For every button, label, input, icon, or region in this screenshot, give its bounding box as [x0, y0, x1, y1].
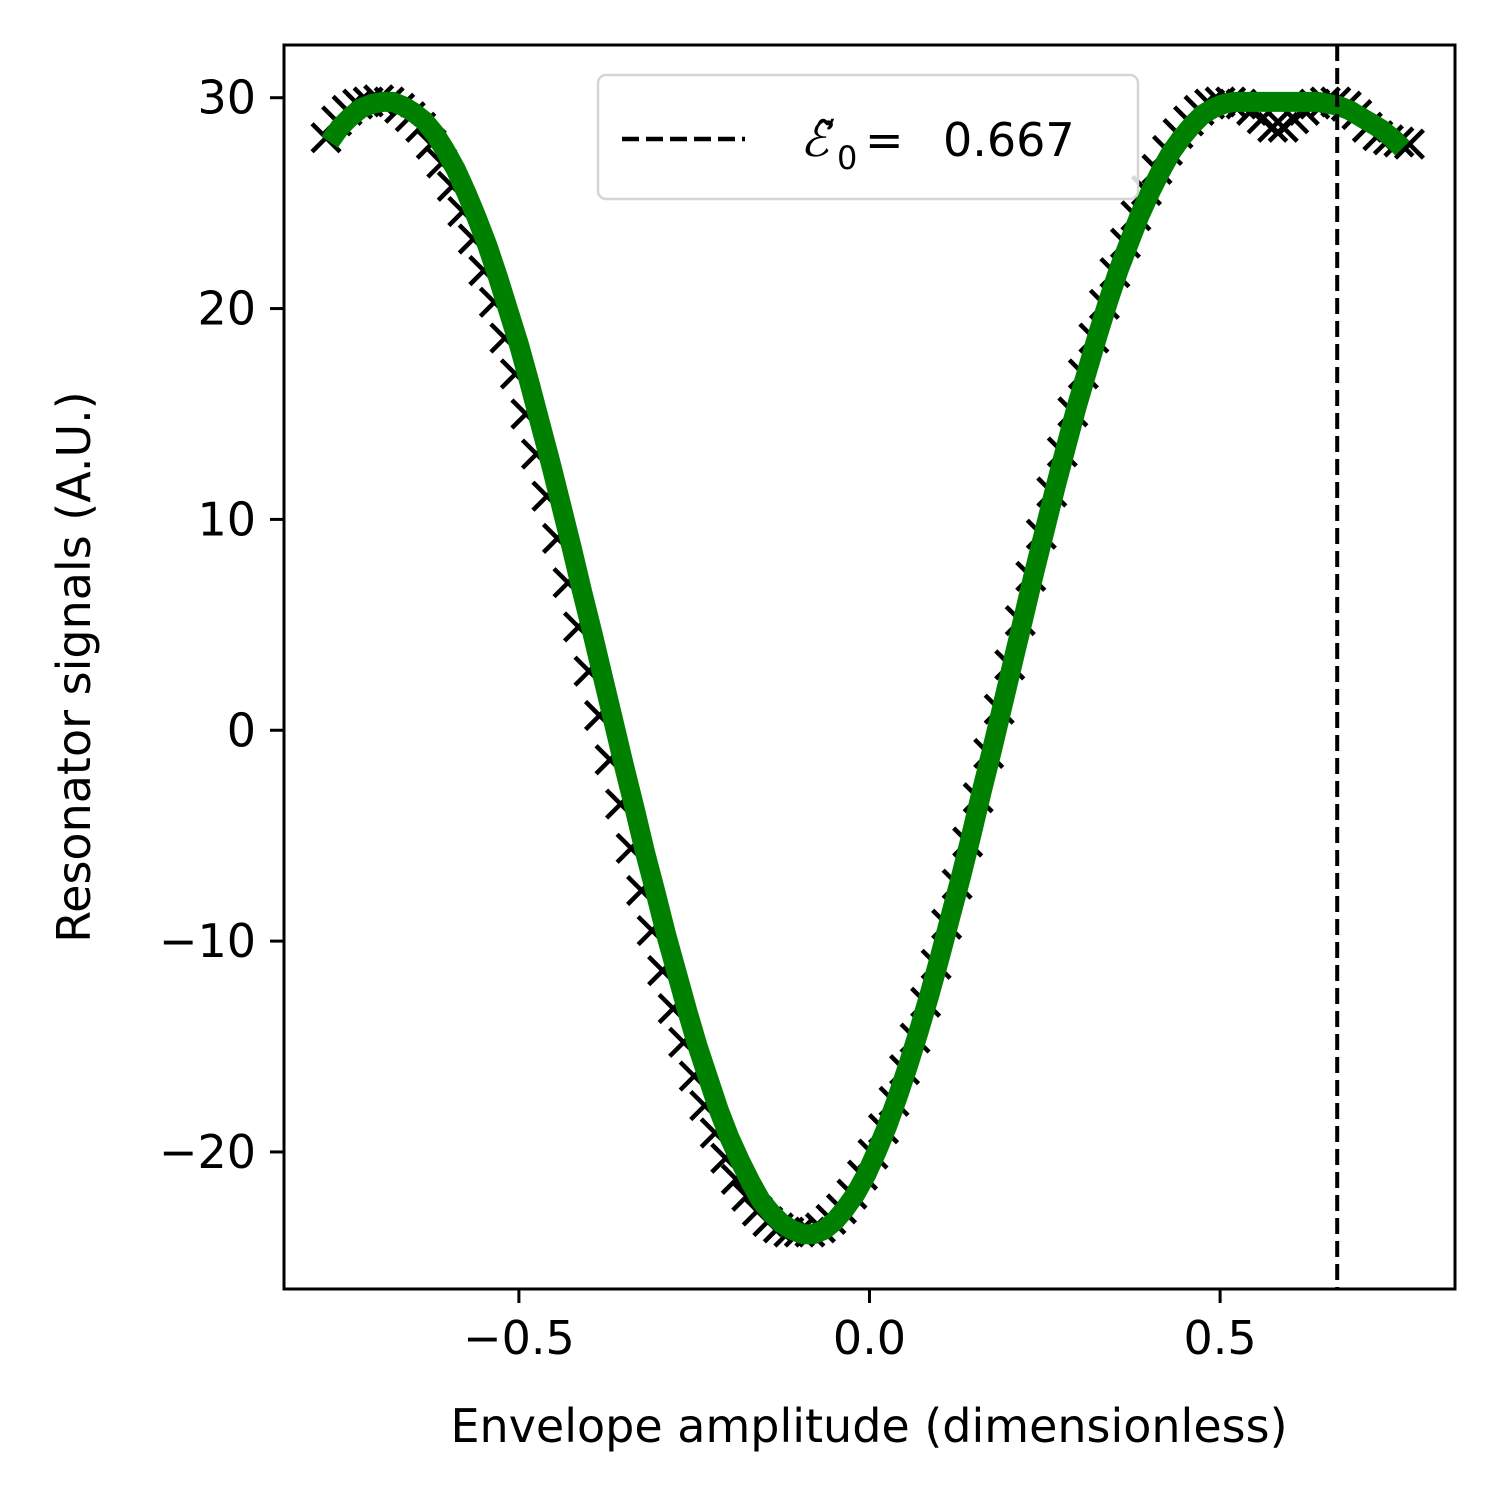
legend-value: 0.667 [943, 113, 1075, 167]
axis-ticks: −0.5 0.0 0.5 −20 −10 0 10 20 30 [159, 71, 1257, 1365]
x-axis-label: Envelope amplitude (dimensionless) [450, 1399, 1287, 1453]
plot-content [310, 45, 1426, 1289]
y-tick-label: 30 [197, 71, 256, 125]
plot-area [282, 43, 1457, 1291]
data-point-x-marker [1257, 111, 1289, 143]
y-axis-label: Resonator signals (A.U.) [47, 391, 101, 942]
legend-subscript: 0 [837, 139, 857, 177]
y-tick-label: 10 [197, 492, 256, 546]
y-tick-label: −10 [159, 914, 256, 968]
axes-frame [282, 43, 1457, 1291]
y-tick-label: 0 [227, 703, 256, 757]
legend-equals: = [865, 113, 904, 167]
x-tick-label: 0.0 [833, 1311, 906, 1365]
legend: ℰ̃ 0 = 0.667 [596, 73, 1140, 201]
fit-line-series [321, 91, 1410, 1245]
x-tick-label: −0.5 [463, 1311, 575, 1365]
legend-box [596, 73, 1140, 201]
x-tick-label: 0.5 [1184, 1311, 1257, 1365]
y-tick-label: −20 [159, 1125, 256, 1179]
y-tick-label: 20 [197, 282, 256, 336]
